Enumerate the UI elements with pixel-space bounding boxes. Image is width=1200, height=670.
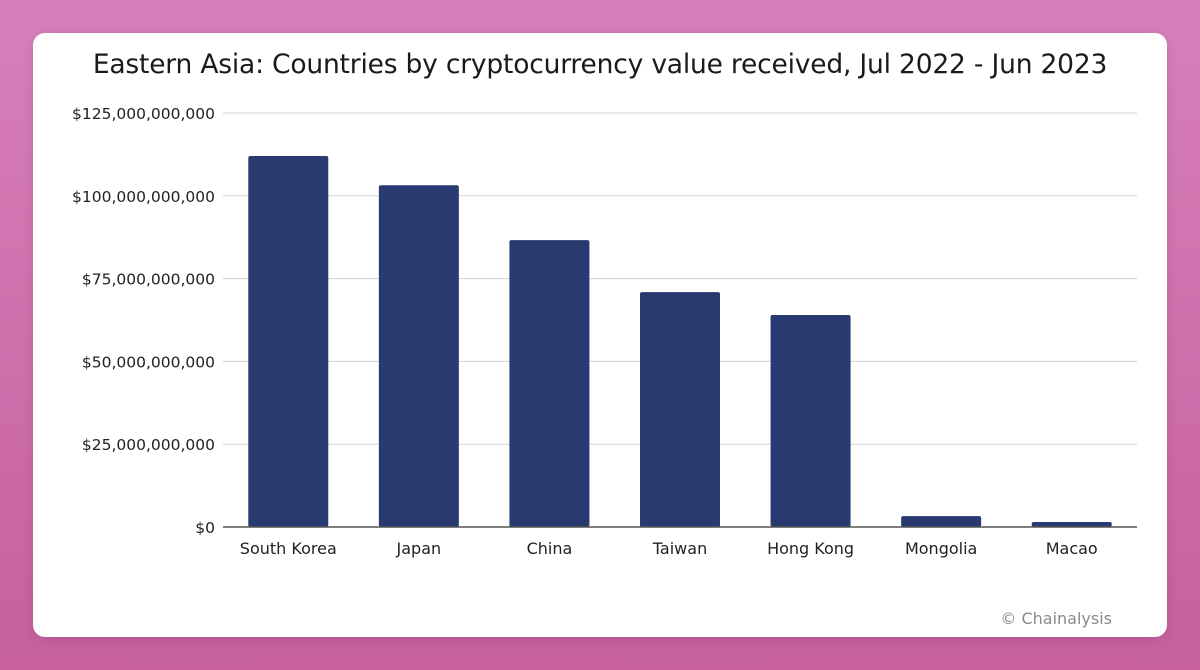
bar-china xyxy=(509,240,590,528)
chainalysis-watermark: © Chainalysis xyxy=(1000,609,1112,628)
bar-south-korea xyxy=(248,156,329,527)
y-tick-label: $25,000,000,000 xyxy=(82,436,215,454)
y-tick-label: $125,000,000,000 xyxy=(72,105,215,123)
bar-japan xyxy=(378,185,459,527)
x-tick-label: Japan xyxy=(396,539,442,558)
bar-hong-kong xyxy=(770,315,851,527)
bar-chart: $0 $25,000,000,000 $50,000,000,000 $75,000,… xyxy=(72,105,1137,558)
y-tick-label: $75,000,000,000 xyxy=(82,271,215,289)
bar-mongolia xyxy=(901,516,982,527)
x-tick-label: China xyxy=(527,539,573,558)
chart-title: Eastern Asia: Countries by cryptocurrenc… xyxy=(92,49,1108,80)
y-tick-label: $100,000,000,000 xyxy=(72,188,215,206)
x-tick-label: Hong Kong xyxy=(767,539,854,558)
chart-card: Eastern Asia: Countries by cryptocurrenc… xyxy=(33,33,1167,637)
x-tick-label: Macao xyxy=(1046,539,1098,558)
x-tick-label: South Korea xyxy=(240,539,337,558)
y-tick-label: $0 xyxy=(195,519,215,537)
x-tick-label: Mongolia xyxy=(905,539,977,558)
y-tick-label: $50,000,000,000 xyxy=(82,353,215,371)
x-tick-label: Taiwan xyxy=(652,539,707,558)
bar-taiwan xyxy=(640,292,720,527)
bar-macao xyxy=(1031,522,1112,527)
